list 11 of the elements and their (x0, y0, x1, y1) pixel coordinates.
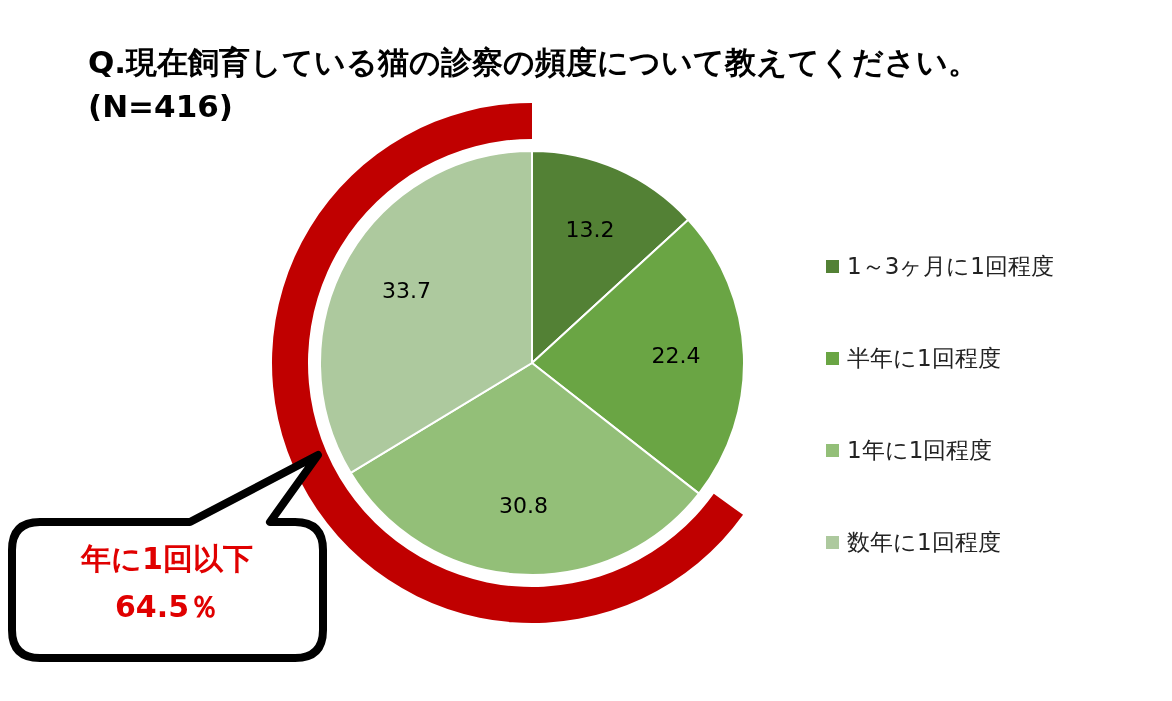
data-label: 22.4 (651, 343, 701, 369)
legend-label: 半年に1回程度 (847, 343, 1001, 373)
data-label: 33.7 (381, 277, 431, 303)
text: 年に1回以下 64.5％ (79, 540, 254, 626)
legend-label: 1年に1回程度 (847, 435, 993, 465)
legend-label: 1～3ヶ月に1回程度 (847, 251, 1054, 281)
chart-title: Q.現在飼育している猫の診察の頻度について教えてください。 (88, 43, 980, 82)
chart-subtitle: (N=416) (88, 87, 234, 126)
data-label: 13.2 (565, 216, 615, 242)
legend-label: 数年に1回程度 (847, 527, 1001, 557)
data-label: 30.8 (498, 492, 548, 518)
